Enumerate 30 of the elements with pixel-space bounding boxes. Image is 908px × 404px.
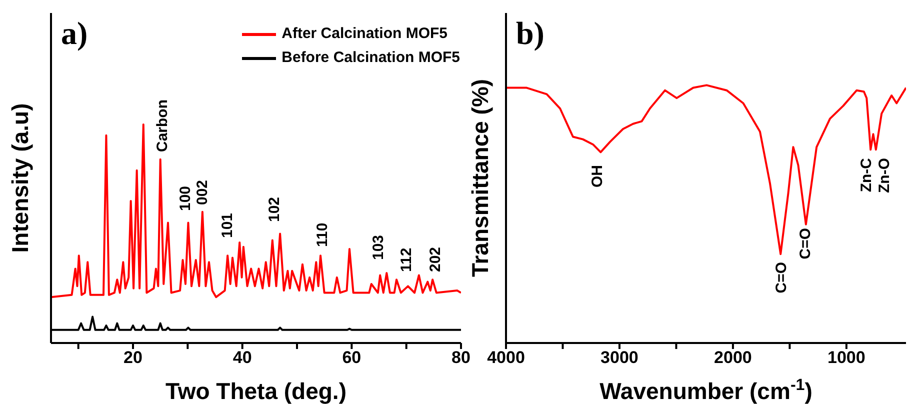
x-tick-label: 3000	[600, 348, 638, 368]
x-tick-label: 20	[124, 348, 142, 368]
x-tick-label: 4000	[487, 348, 525, 368]
annotation: Zn-C	[858, 158, 875, 192]
chart-title: a)	[61, 15, 88, 51]
y-axis-title: Transmittance (%)	[467, 78, 494, 278]
annotation: 101	[218, 212, 236, 238]
x-tick-label: 80	[452, 348, 470, 368]
chart-title: b)	[516, 15, 544, 51]
annotation: OH	[588, 165, 606, 188]
x-tick-label: 1000	[828, 348, 866, 368]
annotation: 112	[398, 248, 415, 272]
annotation: C=O	[772, 262, 790, 294]
x-tick-label: 40	[232, 348, 252, 368]
x-tick-label: 2000	[714, 348, 752, 368]
annotation: Carbon	[154, 100, 171, 152]
x-axis-title: Two Theta (deg.)	[165, 378, 347, 404]
legend-label: Before Calcination MOF5	[282, 48, 460, 68]
annotation: 002	[194, 180, 211, 205]
annotation: 110	[314, 222, 331, 247]
annotation: C=O	[796, 228, 814, 260]
annotation: 202	[426, 246, 444, 272]
legend-label: After Calcination MOF5	[282, 24, 448, 44]
annotation: 102	[266, 196, 283, 222]
annotation: 100	[176, 186, 194, 211]
y-axis-title: Intensity (a.u)	[7, 103, 34, 253]
annotation: Zn-O	[876, 158, 893, 193]
x-tick-label: 60	[342, 348, 362, 368]
x-axis-title: Wavenumber (cm$^{-1}$)	[600, 376, 812, 404]
annotation: 103	[370, 234, 387, 260]
